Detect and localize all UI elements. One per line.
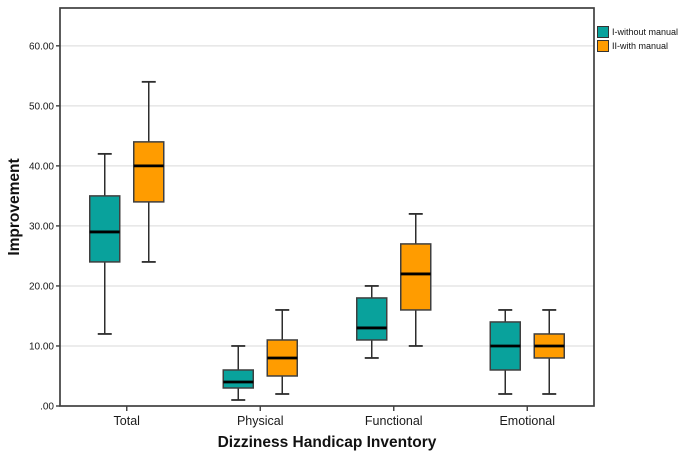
y-tick-label: 30.00 (29, 221, 54, 232)
box-rect (400, 243, 432, 311)
legend-swatch-series1 (597, 26, 609, 38)
x-category-label: Physical (237, 414, 284, 428)
y-axis-title: Improvement (6, 158, 23, 256)
y-tick-label: 40.00 (29, 161, 54, 172)
y-tick-label: 20.00 (29, 281, 54, 292)
legend: I-without manual II-with manual (597, 26, 678, 54)
y-tick-label: 60.00 (29, 41, 54, 52)
x-category-label: Total (114, 414, 140, 428)
legend-swatch-series2 (597, 40, 609, 52)
legend-label: I-without manual (612, 27, 679, 37)
legend-item-without-manual: I-without manual (597, 26, 678, 38)
y-tick-label: .00 (40, 402, 54, 413)
plot-frame (59, 7, 595, 407)
box-rect (89, 195, 121, 263)
y-tick-label: 50.00 (29, 101, 54, 112)
x-category-label: Emotional (499, 414, 555, 428)
box-rect (133, 141, 165, 203)
box-rect (356, 297, 388, 341)
box-rect (222, 369, 254, 389)
x-axis-title: Dizziness Handicap Inventory (217, 434, 437, 451)
legend-label: II-with manual (612, 41, 669, 51)
x-category-label: Functional (365, 414, 423, 428)
legend-item-with-manual: II-with manual (597, 40, 678, 52)
y-tick-label: 10.00 (29, 341, 54, 352)
